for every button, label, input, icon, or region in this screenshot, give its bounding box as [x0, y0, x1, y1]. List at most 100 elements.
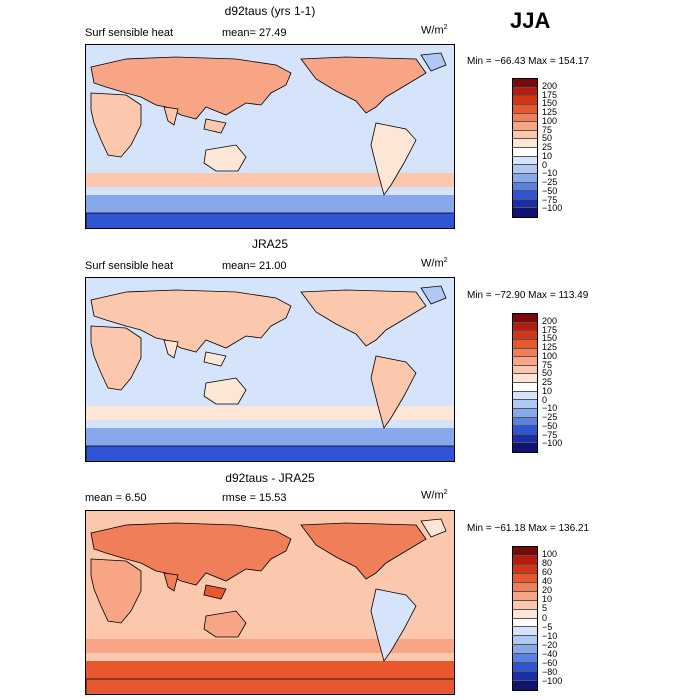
colorbar-swatch [513, 417, 537, 427]
colorbar-level-label: −100 [542, 438, 563, 449]
panel-1-map [85, 44, 455, 229]
seasia-outline [203, 584, 227, 600]
colorbar-swatch [513, 348, 537, 358]
colorbar-level-label: −20 [542, 639, 558, 650]
samerica-outline [370, 122, 417, 196]
india-outline [163, 572, 179, 592]
colorbar-swatch [513, 374, 537, 383]
panel-2-map [85, 277, 455, 462]
colorbar-swatch [513, 627, 537, 637]
colorbar-level-label: 100 [542, 549, 558, 560]
australia-outline [203, 610, 247, 638]
colorbar-level-label: −25 [542, 177, 558, 187]
samerica-outline [370, 588, 417, 662]
colorbar-level-label: 5 [542, 603, 548, 614]
colorbar-swatch [513, 383, 537, 392]
africa-outline [90, 92, 142, 158]
colorbar-swatch [513, 426, 537, 435]
colorbar-level-label: 100 [542, 350, 558, 361]
seasia-outline [203, 351, 227, 367]
panel-1-colorbar [512, 78, 538, 218]
colorbar-swatch [513, 555, 537, 565]
colorbar-swatch [513, 582, 537, 592]
colorbar-level-label: 0 [542, 159, 548, 170]
seasia-outline [203, 118, 227, 134]
panel-2-variable: Surf sensible heat [85, 260, 174, 272]
colorbar-level-label: 75 [542, 124, 553, 135]
colorbar-swatch [513, 681, 537, 690]
colorbar-swatch [513, 547, 537, 556]
panel-3-rmse: rmse = 15.53 [222, 492, 287, 504]
southern-band [86, 173, 454, 187]
panel-3-mean: mean = 6.50 [85, 492, 147, 504]
colorbar-level-label: −80 [542, 666, 558, 677]
colorbar-level-label: 50 [542, 368, 553, 379]
panel-3-map [85, 510, 455, 695]
colorbar-swatch [513, 199, 537, 209]
colorbar-level-label: 200 [542, 80, 558, 91]
colorbar-swatch [513, 564, 537, 574]
colorbar-level-label: 125 [542, 107, 558, 117]
colorbar-swatch [513, 104, 537, 114]
colorbar-swatch [513, 113, 537, 123]
colorbar-level-label: −10 [542, 168, 558, 179]
colorbar-swatch [513, 165, 537, 174]
colorbar-swatch [513, 130, 537, 140]
australia-outline [203, 144, 247, 172]
colorbar-level-label: 175 [542, 89, 558, 100]
colorbar-level-label: 25 [542, 142, 553, 152]
colorbar-swatch [513, 645, 537, 655]
colorbar-swatch [513, 434, 537, 444]
panel-3-units: W/m2 [421, 489, 448, 502]
africa-outline [90, 558, 142, 624]
colorbar-level-label: 80 [542, 558, 553, 569]
india-outline [163, 339, 179, 359]
panel-1-variable: Surf sensible heat [85, 27, 174, 39]
colorbar-swatch [513, 672, 537, 682]
africa-outline [90, 325, 142, 391]
colorbar-level-label: 100 [542, 115, 558, 126]
colorbar-swatch [513, 191, 537, 200]
greenland-outline [420, 52, 447, 72]
colorbar-swatch [513, 391, 537, 401]
greenland-outline [420, 285, 447, 305]
colorbar-swatch [513, 591, 537, 601]
southern-band [86, 639, 454, 653]
antarctica-outline [86, 445, 454, 461]
colorbar-swatch [513, 79, 537, 88]
namerica-outline [300, 56, 427, 114]
colorbar-swatch [513, 208, 537, 217]
colorbar-level-label: −75 [542, 194, 558, 205]
colorbar-swatch [513, 87, 537, 97]
eurasia-outline [90, 56, 292, 120]
colorbar-swatch [513, 156, 537, 166]
colorbar-swatch [513, 663, 537, 673]
panel-1-minmax: Min = −66.43 Max = 154.17 [467, 56, 590, 67]
eurasia-outline [90, 522, 292, 586]
panel-3-title: d92taus - JRA25 [225, 471, 315, 485]
colorbar-swatch [513, 443, 537, 452]
colorbar-swatch [513, 654, 537, 664]
colorbar-swatch [513, 139, 537, 148]
colorbar-swatch [513, 636, 537, 646]
antarctica-outline [86, 678, 454, 694]
colorbar-swatch [513, 573, 537, 583]
panel-2-colorbar [512, 313, 538, 453]
colorbar-level-label: 10 [542, 594, 553, 605]
colorbar-swatch [513, 408, 537, 418]
colorbar-level-label: −50 [542, 420, 558, 431]
colorbar-level-label: −100 [542, 675, 563, 686]
colorbar-swatch [513, 357, 537, 366]
southern-ocean-band [86, 661, 454, 679]
colorbar-level-label: 0 [542, 394, 548, 405]
colorbar-swatch [513, 609, 537, 619]
colorbar-level-label: 25 [542, 377, 553, 387]
colorbar-level-label: 10 [542, 385, 553, 396]
colorbar-level-label: −100 [542, 203, 563, 214]
colorbar-level-label: −50 [542, 185, 558, 196]
southern-ocean-band [86, 428, 454, 446]
greenland-outline [420, 518, 447, 538]
namerica-outline [300, 522, 427, 580]
colorbar-swatch [513, 173, 537, 183]
season-label: JJA [510, 8, 551, 33]
